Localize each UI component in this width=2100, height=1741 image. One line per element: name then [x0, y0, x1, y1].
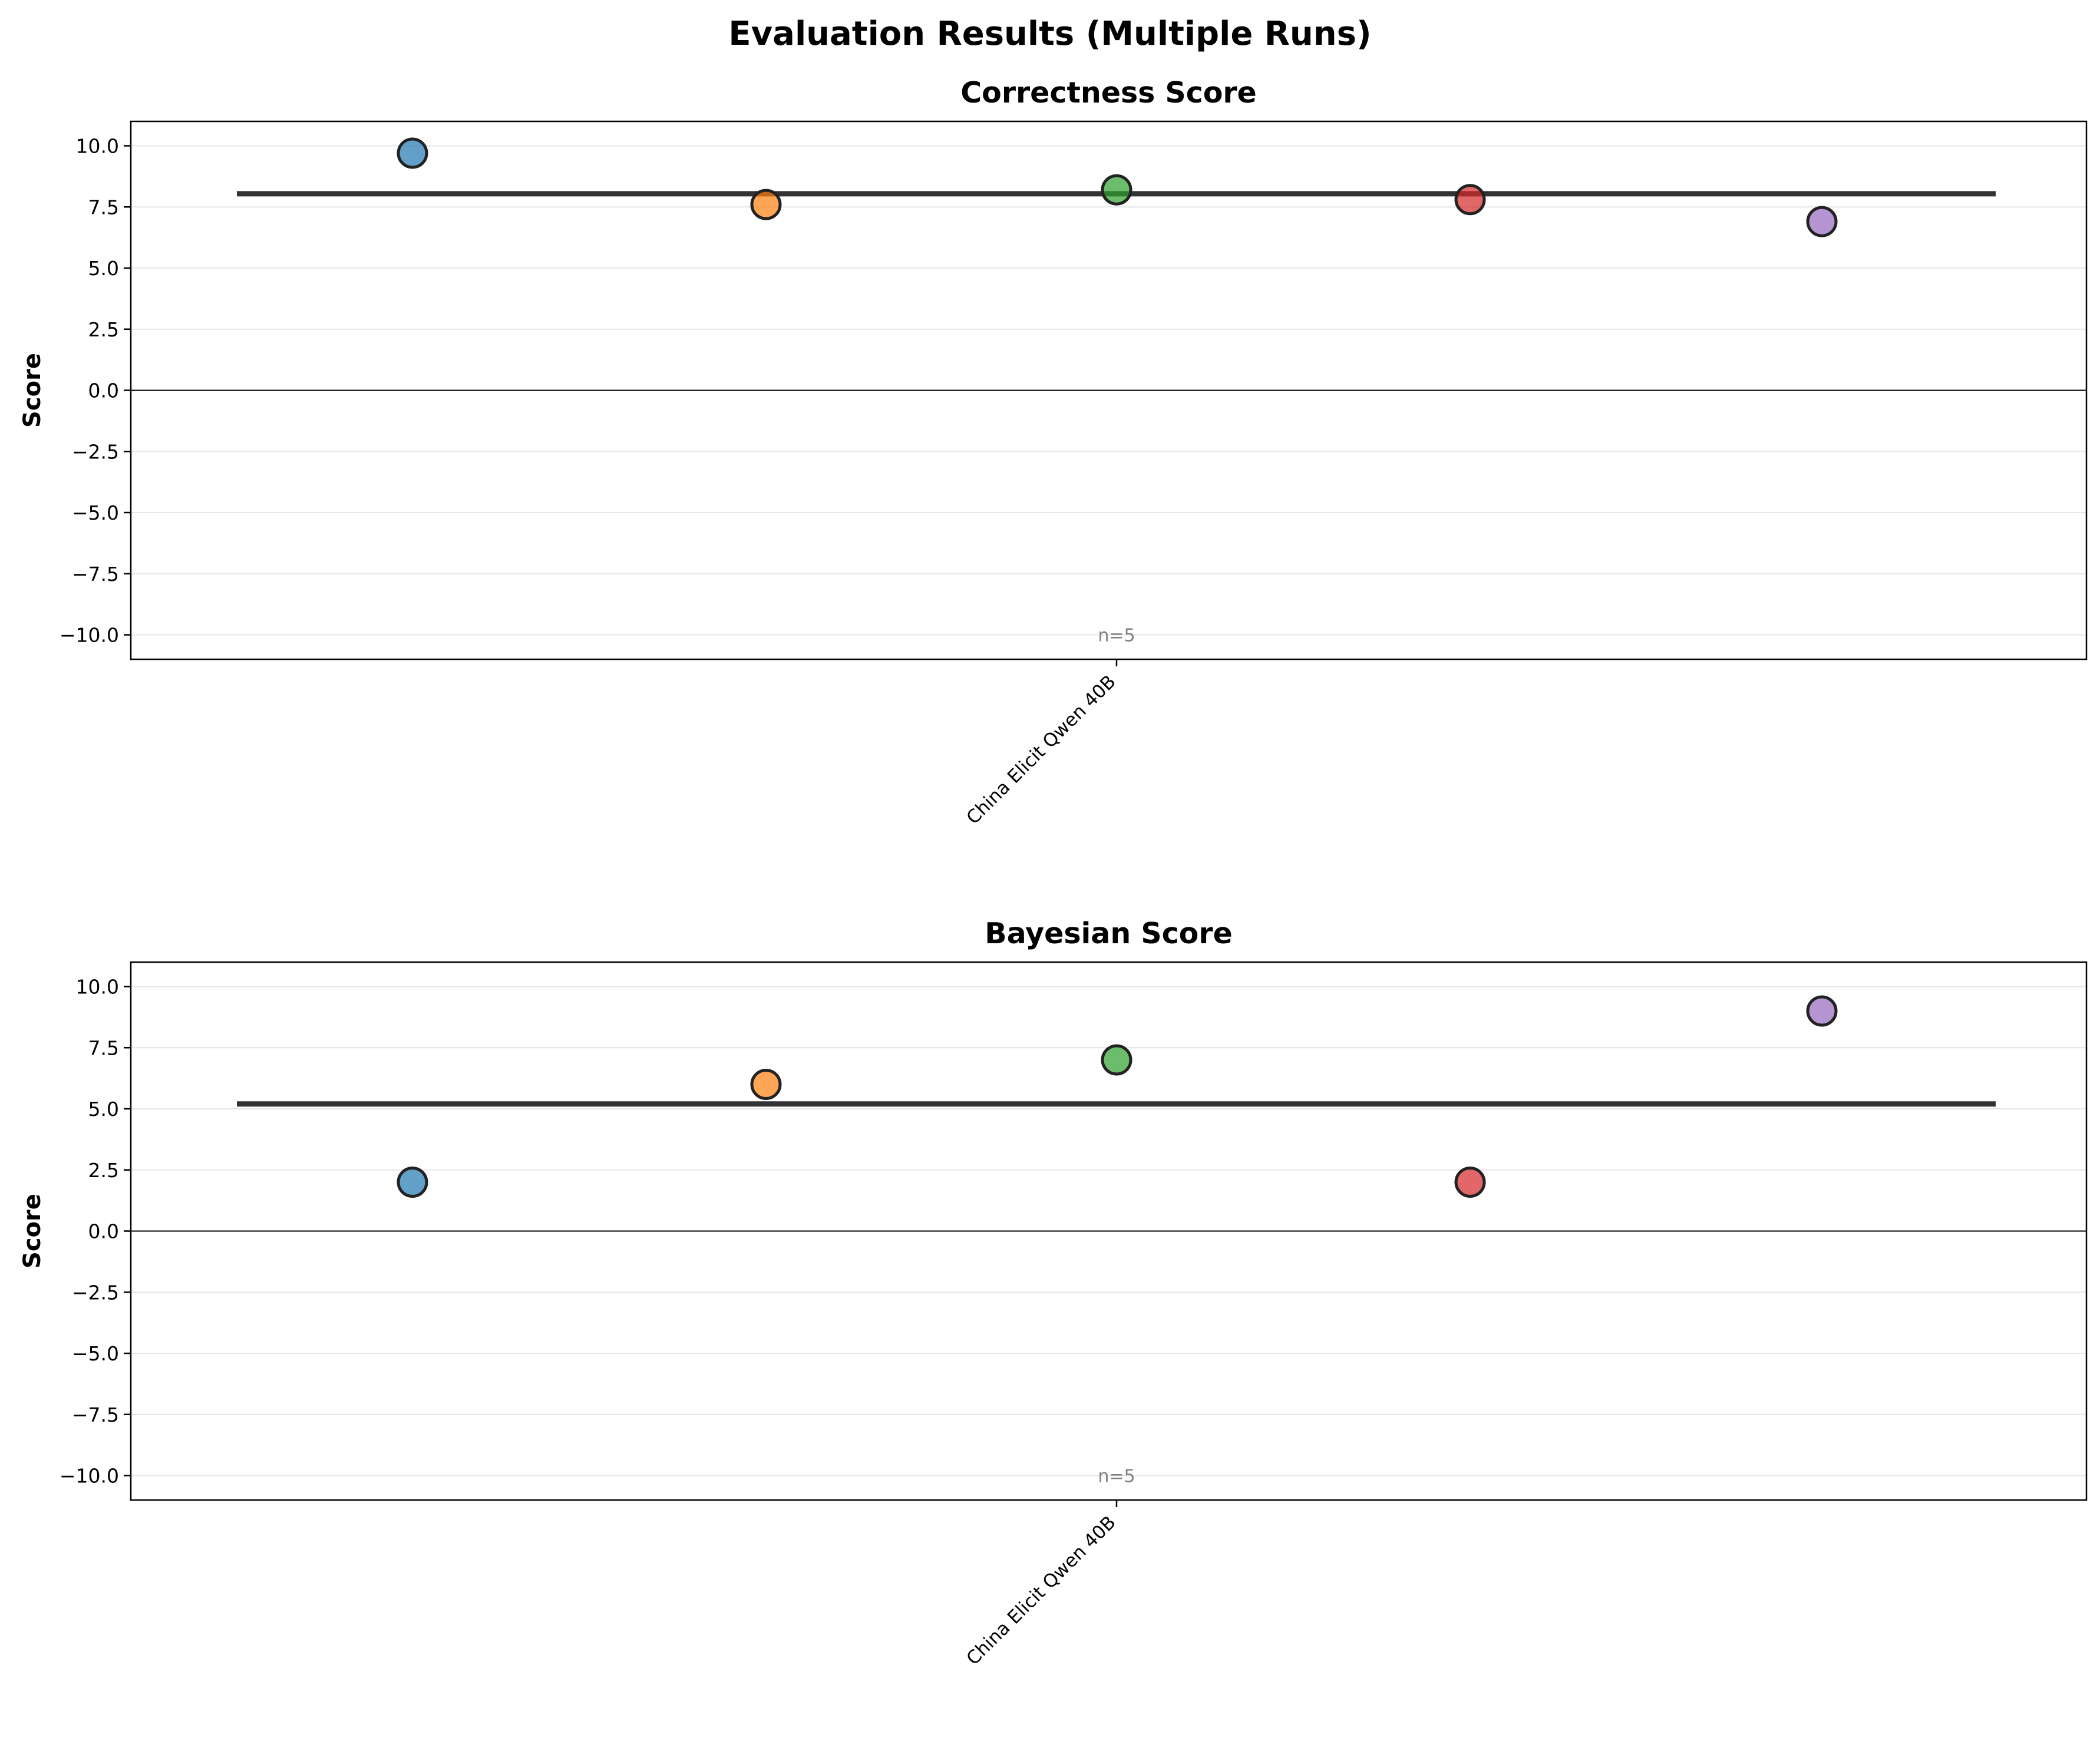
y-tick-label: −2.5: [72, 440, 119, 463]
panel-2: −10.0 −7.5 −5.0 −2.5 0.0 2.5 5.0 7.5 10.0 China E…: [19, 917, 2088, 1669]
panel-title: Bayesian Score: [985, 917, 1232, 950]
y-axis-label: Score: [19, 353, 46, 428]
panel-title: Correctness Score: [960, 76, 1257, 110]
y-tick-label: 0.0: [88, 379, 119, 402]
y-tick-label: 10.0: [76, 135, 119, 158]
y-axis-label: Score: [19, 1194, 46, 1268]
y-tick-label: −5.0: [72, 501, 119, 524]
y-tick-label: 7.5: [88, 196, 119, 219]
panel-1: −10.0 −7.5 −5.0 −2.5 0.0 2.5 5.0 7.5 10.0 China E…: [19, 76, 2088, 828]
n-label: n=5: [1098, 1466, 1135, 1487]
data-point: [397, 137, 428, 169]
y-tick-label: 2.5: [88, 1159, 119, 1182]
y-tick-label: −10.0: [60, 624, 119, 647]
y-tick-label: −7.5: [72, 1403, 119, 1426]
y-tick-label: −10.0: [60, 1465, 119, 1488]
y-tick-label: 5.0: [88, 1098, 119, 1121]
data-point: [1454, 184, 1486, 216]
x-tick-label: China Elicit Qwen 40B: [962, 671, 1120, 828]
y-tick-label: −5.0: [72, 1342, 119, 1365]
data-point: [750, 189, 782, 220]
figure-title: Evaluation Results (Multiple Runs): [728, 15, 1371, 53]
y-tick-label: 5.0: [88, 257, 119, 280]
data-point: [1806, 995, 1838, 1027]
y-tick-label: 2.5: [88, 318, 119, 341]
y-tick-label: 10.0: [76, 976, 119, 999]
data-point: [750, 1069, 782, 1100]
n-label: n=5: [1098, 626, 1135, 646]
data-point: [1454, 1167, 1486, 1198]
y-tick-label: 7.5: [88, 1036, 119, 1059]
panels: −10.0 −7.5 −5.0 −2.5 0.0 2.5 5.0 7.5 10.0 China E…: [19, 76, 2088, 1669]
y-tick-label: −2.5: [72, 1281, 119, 1304]
y-tick-label: −7.5: [72, 563, 119, 586]
y-tick-label: 0.0: [88, 1220, 119, 1243]
x-tick-label: China Elicit Qwen 40B: [962, 1512, 1120, 1669]
data-point: [1101, 174, 1132, 206]
data-point: [1101, 1044, 1132, 1076]
data-point: [1806, 206, 1838, 237]
data-point: [397, 1167, 428, 1198]
